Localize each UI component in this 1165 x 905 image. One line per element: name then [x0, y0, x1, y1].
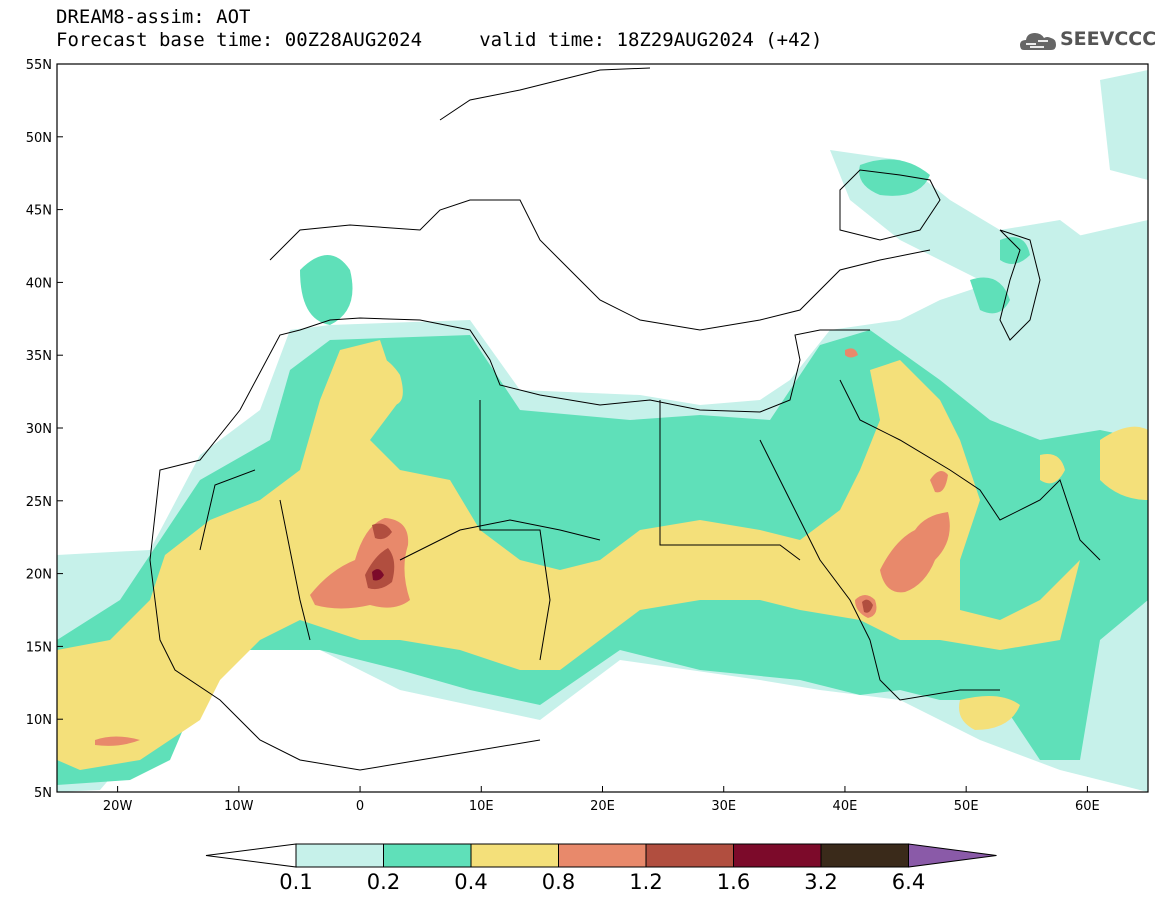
latitude-axis: 55N 50N 45N 40N 35N 30N 25N 20N 15N 10N 5N — [26, 58, 63, 801]
colorbar-swatch — [820, 843, 909, 868]
lon-tick-label: 20E — [590, 799, 615, 814]
lat-tick-label: 35N — [26, 349, 52, 364]
aot-level-1.2 — [365, 523, 873, 613]
colorbar-swatch — [645, 843, 734, 868]
longitude-axis: 20W 10W 0 10E 20E 30E 40E 50E 60E — [103, 786, 1100, 814]
lat-tick-label: 40N — [26, 276, 52, 291]
colorbar-swatch — [733, 843, 822, 868]
colorbar-swatch — [295, 843, 384, 868]
colorbar-swatch — [470, 843, 559, 868]
colorbar-label: 1.6 — [716, 870, 751, 894]
logo-text: SEEVCCC — [1060, 28, 1157, 50]
colorbar-max-extend — [908, 843, 997, 868]
lat-tick-label: 25N — [26, 495, 52, 510]
colorbar-swatch — [383, 843, 472, 868]
lat-tick-label: 15N — [26, 640, 52, 655]
colorbar-label: 1.2 — [629, 870, 663, 894]
colorbar-label: 0.4 — [454, 870, 488, 894]
lon-tick-label: 40E — [833, 799, 858, 814]
coastlines — [149, 67, 1101, 771]
lat-tick-label: 5N — [34, 786, 52, 801]
chart-title: DREAM8-assim: AOT — [56, 6, 251, 28]
cloud-icon — [1020, 33, 1056, 50]
lat-tick-label: 50N — [26, 131, 52, 146]
lon-tick-label: 10W — [224, 799, 254, 814]
lat-tick-label: 20N — [26, 568, 52, 583]
colorbar-min-extend — [205, 843, 297, 868]
colorbar-label: 6.4 — [891, 870, 926, 894]
aot-level-1.6 — [372, 569, 384, 581]
aot-fields — [57, 70, 1148, 792]
lon-tick-label: 20W — [103, 799, 133, 814]
colorbar — [205, 843, 997, 868]
colorbar-label: 3.2 — [804, 870, 838, 894]
colorbar-label: 0.8 — [541, 870, 576, 894]
lon-tick-label: 0 — [356, 799, 364, 814]
lat-tick-label: 55N — [26, 58, 52, 73]
colorbar-label: 0.1 — [279, 870, 313, 894]
colorbar-label: 0.2 — [366, 870, 401, 894]
lon-tick-label: 60E — [1075, 799, 1100, 814]
lon-tick-label: 30E — [711, 799, 736, 814]
aot-level-0.4 — [57, 340, 1148, 770]
lon-tick-label: 50E — [954, 799, 979, 814]
lat-tick-label: 10N — [26, 713, 52, 728]
colorbar-swatch — [558, 843, 647, 868]
lat-tick-label: 45N — [26, 204, 52, 219]
lon-tick-label: 10E — [469, 799, 494, 814]
lat-tick-label: 30N — [26, 422, 52, 437]
forecast-times: Forecast base time: 00Z28AUG2024 valid t… — [56, 29, 823, 51]
